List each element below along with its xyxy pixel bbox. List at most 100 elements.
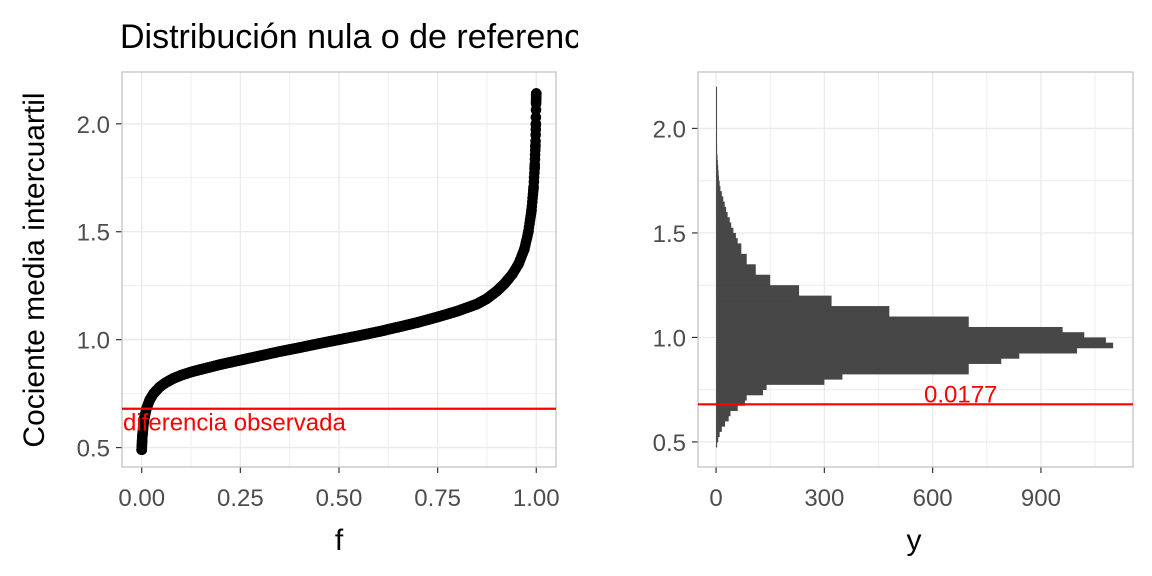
histogram-bar [716, 196, 724, 202]
histogram-bar [716, 259, 747, 265]
histogram-bar [716, 436, 719, 443]
scatter-point [373, 326, 384, 337]
scatter-point [254, 350, 266, 362]
histogram-bar [716, 149, 718, 155]
histogram-bar [716, 368, 969, 375]
histogram-bar [716, 326, 1063, 333]
histogram-bar [716, 332, 1085, 338]
histogram-bar [716, 306, 890, 312]
scatter-point [353, 330, 365, 342]
histogram-bar [716, 358, 1002, 364]
histogram-bar [716, 154, 718, 161]
histogram-bar [716, 337, 1106, 344]
histogram-bar [716, 389, 763, 396]
histogram-bar [716, 170, 719, 176]
scatter-point [529, 161, 540, 173]
y-tick-label: 2.0 [653, 116, 686, 143]
panel-border [121, 71, 557, 468]
histogram-bar [716, 421, 726, 427]
histogram-bar [716, 86, 718, 93]
histogram-bar [716, 217, 730, 223]
y-axis-title-left: Cociente media intercuartil [18, 92, 51, 447]
y-tick-label: 0.5 [653, 430, 686, 457]
scatter-point [138, 420, 149, 432]
scatter-point [530, 88, 542, 99]
histogram-bar [716, 117, 718, 124]
histogram-bar [716, 290, 800, 297]
x-tick-label: 0.25 [217, 485, 264, 512]
scatter-panel: 0.00 0.25 0.50 0.75 1.00 0.5 1.0 1.5 2.0 diferenc… [77, 71, 560, 512]
scatter-point [530, 118, 542, 130]
histogram-bar [716, 384, 767, 391]
histogram-bar [716, 128, 718, 135]
scatter-point [333, 334, 345, 345]
scatter-point [215, 359, 226, 370]
x-tick-label: 300 [804, 485, 844, 512]
x-tick-label: 0.75 [414, 485, 461, 512]
histogram-bar [716, 175, 719, 182]
scatter-point [519, 243, 530, 255]
scatter-point [499, 278, 511, 289]
histogram-bar [716, 269, 756, 276]
histogram-bar [716, 347, 1078, 354]
scatter-point [136, 444, 148, 456]
histogram-bar [716, 201, 725, 208]
histogram-bar [716, 295, 832, 302]
histogram-bar [716, 373, 843, 380]
histogram-bar [716, 410, 731, 417]
histogram-bar [716, 91, 718, 98]
histogram-bar [716, 311, 890, 317]
histogram-bar [716, 180, 720, 187]
x-tick-label: 0.00 [118, 485, 165, 512]
scatter-point [471, 298, 483, 310]
histogram-bar [716, 133, 718, 140]
y-tick-label: 1.5 [77, 220, 110, 247]
y-tick-label: 1.0 [653, 325, 686, 352]
scatter-point [274, 346, 286, 357]
reference-value-label: 0.0177 [924, 381, 997, 408]
scatter-point [137, 429, 148, 440]
reference-line-label: diferencia observada [123, 410, 346, 437]
scatter-point [432, 311, 443, 323]
histogram-bar [716, 400, 745, 406]
x-tick-label: 600 [913, 485, 953, 512]
histogram-bar [716, 321, 969, 328]
chart-title-container: Distribución nula o de referencia [120, 14, 578, 64]
histogram-bar [716, 97, 718, 103]
histogram-bar [716, 185, 721, 192]
scatter-point [526, 204, 537, 216]
scatter-point [294, 342, 305, 353]
x-axis-title-left: f [335, 524, 344, 557]
histogram-bar [716, 316, 969, 323]
scatter-point [513, 258, 524, 270]
scatter-point [507, 268, 518, 280]
scatter-point [528, 183, 539, 194]
histogram-bar [716, 405, 738, 411]
scatter-point [452, 305, 463, 317]
histogram-bar [716, 102, 718, 108]
scatter-point [313, 338, 325, 349]
histogram-panel: 0 300 600 900 0.5 1.0 1.5 2.0 0.0177 [653, 71, 1134, 512]
scatter-point [185, 366, 197, 378]
histogram-bar [716, 300, 832, 307]
scatter-point [481, 293, 493, 304]
scatter-point [392, 321, 404, 333]
y-tick-label: 1.0 [77, 328, 110, 355]
histogram-bar [716, 248, 742, 255]
panel-border [697, 71, 1134, 468]
histogram-bar [716, 206, 727, 213]
scatter-point [412, 317, 424, 328]
chart-title: Distribución nula o de referencia [120, 18, 578, 56]
scatter-point [160, 377, 171, 389]
x-axis-title-right: y [907, 524, 922, 557]
scatter-point [235, 354, 246, 366]
histogram-bar [716, 212, 728, 218]
histogram-bars [716, 86, 1114, 448]
histogram-bar [716, 227, 734, 234]
x-tick-label: 0.50 [316, 485, 363, 512]
scatter-point [523, 226, 534, 238]
histogram-bar [716, 144, 718, 150]
histogram-bar [716, 353, 1020, 359]
scatter-point [175, 369, 187, 381]
